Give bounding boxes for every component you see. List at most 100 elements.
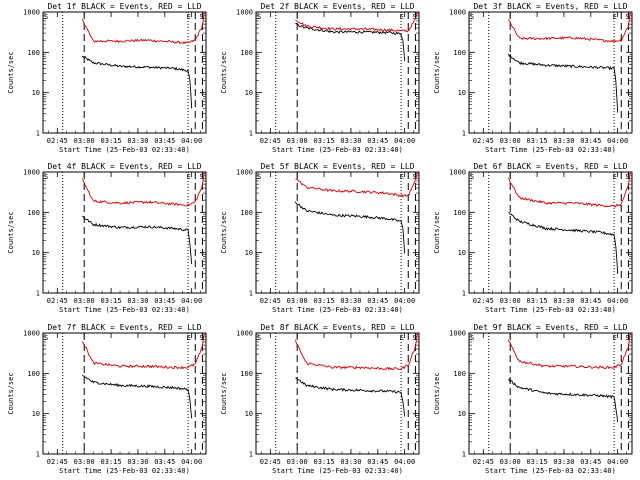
y-axis-label: Counts/sec xyxy=(7,211,15,253)
x-tick-label: 03:30 xyxy=(127,137,148,145)
y-tick-label: 1 xyxy=(249,130,253,138)
x-tick-label: 02:45 xyxy=(260,297,281,305)
y-axis-label: Counts/sec xyxy=(220,211,228,253)
start-marker-label: S xyxy=(257,173,261,181)
y-tick-label: 1000 xyxy=(236,9,253,17)
panel-title: Det 6f BLACK = Events, RED = LLD xyxy=(473,162,627,171)
y-tick-label: 100 xyxy=(27,370,40,378)
plot-frame xyxy=(468,11,633,134)
x-axis-label: Start Time (25-Feb-03 02:33:40) xyxy=(485,146,616,154)
lld-series-line xyxy=(81,11,205,45)
detector-panel: Det 9f BLACK = Events, RED = LLD Counts/s… xyxy=(433,323,633,475)
plot-frame xyxy=(468,171,633,294)
start-marker-label: S xyxy=(44,173,48,181)
end-marker-label: E xyxy=(187,13,191,21)
end-marker-label: E xyxy=(187,173,191,181)
x-tick-label: 03:00 xyxy=(500,137,521,145)
events-series-line xyxy=(507,53,619,113)
y-axis-label: Counts/sec xyxy=(220,372,228,414)
y-tick-label: 10 xyxy=(32,89,40,97)
start-marker-label: S xyxy=(470,173,474,181)
x-tick-label: 03:15 xyxy=(314,458,335,466)
detector-panel: Det 5f BLACK = Events, RED = LLD Counts/s… xyxy=(220,162,420,314)
start-marker-label-right: S xyxy=(412,334,416,342)
y-tick-label: 1 xyxy=(249,451,253,459)
y-tick-label: 1000 xyxy=(449,169,466,177)
detector-panel: Det 7f BLACK = Events, RED = LLD Counts/s… xyxy=(7,323,207,475)
x-tick-label: 02:45 xyxy=(473,458,494,466)
y-axis-label: Counts/sec xyxy=(433,372,441,414)
panel-title: Det 1f BLACK = Events, RED = LLD xyxy=(47,2,201,11)
y-tick-label: 1 xyxy=(462,290,466,298)
x-axis-label: Start Time (25-Feb-03 02:33:40) xyxy=(59,467,190,475)
plot-frame xyxy=(255,171,420,294)
detector-panel: Det 4f BLACK = Events, RED = LLD Counts/s… xyxy=(7,162,207,314)
x-tick-label: 03:30 xyxy=(340,297,361,305)
y-tick-label: 100 xyxy=(240,370,253,378)
x-tick-label: 04:00 xyxy=(394,137,415,145)
x-tick-label: 02:45 xyxy=(260,458,281,466)
plot-frame xyxy=(42,171,207,294)
x-tick-label: 03:45 xyxy=(154,297,175,305)
end-marker-label: E xyxy=(400,173,404,181)
end-marker-label: E xyxy=(400,13,404,21)
x-tick-label: 03:15 xyxy=(527,297,548,305)
y-tick-label: 1000 xyxy=(23,169,40,177)
y-tick-label: 100 xyxy=(240,209,253,217)
x-tick-label: 04:00 xyxy=(394,458,415,466)
x-tick-label: 03:45 xyxy=(580,297,601,305)
x-tick-label: 03:00 xyxy=(287,297,308,305)
y-axis-label: Counts/sec xyxy=(7,51,15,93)
x-tick-label: 03:15 xyxy=(101,137,122,145)
start-marker-label-right: S xyxy=(199,173,203,181)
plot-frame xyxy=(255,11,420,134)
start-marker-label: S xyxy=(44,13,48,21)
y-tick-label: 10 xyxy=(245,410,253,418)
x-tick-label: 02:45 xyxy=(260,137,281,145)
x-tick-label: 02:45 xyxy=(473,137,494,145)
x-tick-label: 03:45 xyxy=(367,458,388,466)
x-tick-label: 03:30 xyxy=(340,137,361,145)
x-tick-label: 03:30 xyxy=(127,458,148,466)
events-series-line xyxy=(508,211,619,275)
x-tick-label: 03:45 xyxy=(154,137,175,145)
x-tick-label: 03:15 xyxy=(527,137,548,145)
y-tick-label: 1 xyxy=(36,290,40,298)
y-tick-label: 1000 xyxy=(23,9,40,17)
x-tick-label: 03:30 xyxy=(553,458,574,466)
plot-frame xyxy=(468,332,633,455)
y-tick-label: 10 xyxy=(245,89,253,97)
y-tick-label: 10 xyxy=(458,249,466,257)
events-series-line xyxy=(295,22,406,61)
x-tick-label: 03:30 xyxy=(553,297,574,305)
start-marker-label-right: S xyxy=(625,13,629,21)
x-tick-label: 02:45 xyxy=(47,297,68,305)
y-tick-label: 100 xyxy=(453,49,466,57)
start-marker-label-right: S xyxy=(625,334,629,342)
end-marker-label: E xyxy=(613,173,617,181)
y-tick-label: 10 xyxy=(245,249,253,257)
x-tick-label: 03:15 xyxy=(314,137,335,145)
x-axis-label: Start Time (25-Feb-03 02:33:40) xyxy=(272,306,403,314)
start-marker-label: S xyxy=(257,13,261,21)
y-tick-label: 100 xyxy=(453,370,466,378)
end-marker-label: E xyxy=(187,334,191,342)
x-tick-label: 04:00 xyxy=(181,137,202,145)
y-tick-label: 10 xyxy=(458,89,466,97)
y-tick-label: 1 xyxy=(249,290,253,298)
end-marker-label: E xyxy=(613,334,617,342)
detector-panel: Det 1f BLACK = Events, RED = LLD Counts/s… xyxy=(7,2,207,154)
x-tick-label: 03:15 xyxy=(314,297,335,305)
plot-frame xyxy=(42,332,207,455)
x-tick-label: 04:00 xyxy=(394,297,415,305)
panel-title: Det 7f BLACK = Events, RED = LLD xyxy=(47,323,201,332)
detector-panel: Det 8f BLACK = Events, RED = LLD Counts/s… xyxy=(220,323,420,475)
start-marker-label-right: S xyxy=(625,173,629,181)
x-tick-label: 02:45 xyxy=(47,458,68,466)
x-tick-label: 04:00 xyxy=(607,297,628,305)
y-axis-label: Counts/sec xyxy=(433,51,441,93)
panel-title: Det 9f BLACK = Events, RED = LLD xyxy=(473,323,627,332)
y-tick-label: 100 xyxy=(27,49,40,57)
detector-panel: Det 2f BLACK = Events, RED = LLD Counts/s… xyxy=(220,2,420,154)
